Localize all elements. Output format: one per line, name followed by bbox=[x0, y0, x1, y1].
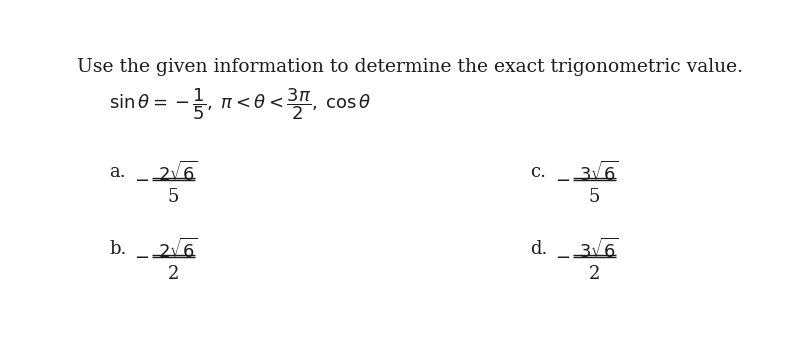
Text: 5: 5 bbox=[589, 189, 600, 206]
Text: c.: c. bbox=[530, 163, 546, 181]
Text: b.: b. bbox=[110, 240, 126, 258]
Text: 2: 2 bbox=[168, 265, 179, 284]
Text: $3\sqrt{6}$: $3\sqrt{6}$ bbox=[579, 238, 619, 262]
Text: $-$: $-$ bbox=[134, 170, 149, 188]
Text: $2\sqrt{6}$: $2\sqrt{6}$ bbox=[158, 161, 198, 185]
Text: 2: 2 bbox=[589, 265, 600, 284]
Text: $-$: $-$ bbox=[554, 247, 570, 265]
Text: Use the given information to determine the exact trigonometric value.: Use the given information to determine t… bbox=[77, 58, 743, 76]
Text: $-$: $-$ bbox=[554, 170, 570, 188]
Text: $3\sqrt{6}$: $3\sqrt{6}$ bbox=[579, 161, 619, 185]
Text: d.: d. bbox=[530, 240, 547, 258]
Text: $2\sqrt{6}$: $2\sqrt{6}$ bbox=[158, 238, 198, 262]
Text: 5: 5 bbox=[168, 189, 179, 206]
Text: a.: a. bbox=[110, 163, 126, 181]
Text: $\sin\theta = -\dfrac{1}{5},\; \pi < \theta < \dfrac{3\pi}{2},\;\cos\theta$: $\sin\theta = -\dfrac{1}{5},\; \pi < \th… bbox=[110, 87, 371, 122]
Text: $-$: $-$ bbox=[134, 247, 149, 265]
